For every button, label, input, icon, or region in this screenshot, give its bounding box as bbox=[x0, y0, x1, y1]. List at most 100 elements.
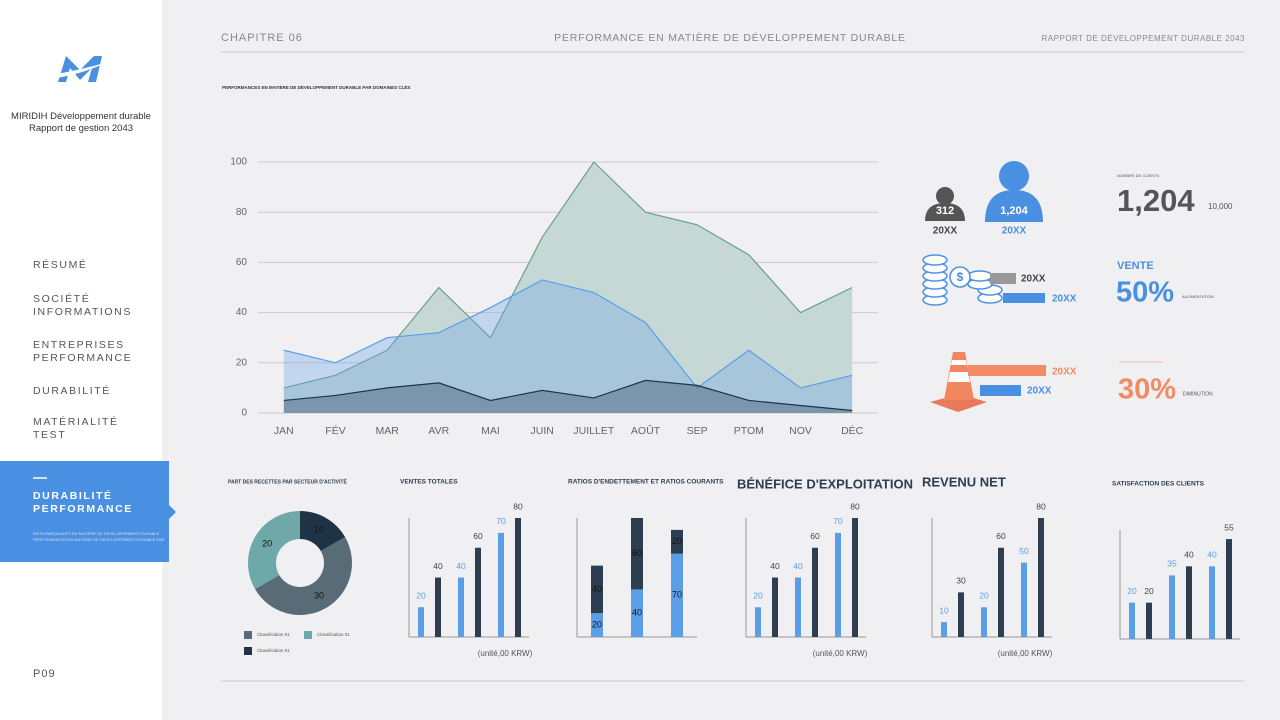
header-title: PERFORMANCE EN MATIÈRE DE DÉVELOPPEMENT … bbox=[554, 32, 906, 44]
data-label: 40 bbox=[770, 561, 780, 571]
users-large: 1,204 bbox=[1000, 205, 1028, 217]
data-label: 30 bbox=[956, 576, 966, 586]
header-report: RAPPORT DE DÉVELOPPEMENT DURABLE 2043 bbox=[1041, 34, 1245, 43]
cone-icon bbox=[930, 352, 987, 412]
data-label: 20 bbox=[1127, 586, 1137, 596]
area-fill bbox=[283, 279, 853, 413]
unit-note: (unité,00 KRW) bbox=[998, 649, 1053, 658]
coins-bar-a bbox=[990, 273, 1016, 284]
bar bbox=[835, 532, 841, 637]
decrease-note: DIMINUTION bbox=[1183, 391, 1213, 397]
year: 20XX bbox=[1002, 226, 1027, 237]
chapter: CHAPITRE 06 bbox=[221, 32, 303, 44]
active-note: FAITS MARQUANTS EN MATIÈRE DE DÉVELOPPEM… bbox=[33, 531, 165, 542]
year: 20XX bbox=[1052, 367, 1077, 378]
bar bbox=[852, 518, 858, 637]
nav-item[interactable]: ENTREPRISES PERFORMANCE bbox=[33, 339, 133, 364]
area-line bbox=[283, 279, 853, 389]
clients-title: NOMBRE DE CLIENTS bbox=[1117, 173, 1160, 178]
year: 20XX bbox=[1027, 386, 1052, 397]
data-label: 20 bbox=[1144, 586, 1154, 596]
chart-title: RATIOS D'ENDETTEMENT ET RATIOS COURANTS bbox=[568, 479, 724, 486]
x-tick-label: PTOM bbox=[734, 425, 764, 437]
x-tick-label: FÉV bbox=[325, 424, 345, 437]
page-number: P09 bbox=[33, 668, 56, 680]
data-label: 40 bbox=[433, 561, 443, 571]
year: 20XX bbox=[933, 226, 958, 237]
bar-segment bbox=[591, 565, 603, 614]
unit-note: (unité,00 KRW) bbox=[813, 649, 868, 658]
clients-value: 1,204 bbox=[1117, 183, 1195, 218]
x-tick-label: NOV bbox=[789, 425, 812, 437]
x-tick-label: MAI bbox=[481, 425, 500, 437]
data-label: 20 bbox=[753, 591, 763, 601]
area-line bbox=[283, 161, 853, 389]
data-label: 80 bbox=[513, 501, 523, 511]
person-icon-large bbox=[985, 161, 1043, 222]
sales-note: AUGMENTATION bbox=[1182, 294, 1214, 299]
data-label: 60 bbox=[473, 531, 483, 541]
chart-title: BÉNÉFICE D'EXPLOITATION bbox=[737, 476, 913, 491]
chart-title: SATISFACTION DES CLIENTS bbox=[1112, 481, 1205, 488]
data-label: 20 bbox=[672, 536, 682, 546]
bar-segment bbox=[591, 613, 603, 637]
decrease-value: 30% bbox=[1118, 374, 1176, 406]
logo bbox=[56, 56, 108, 82]
legend-label: Classification 01 bbox=[257, 648, 290, 653]
data-label: 55 bbox=[1224, 522, 1234, 532]
chart-title: PART DES RECETTES PAR SECTEUR D'ACTIVITÉ bbox=[228, 477, 347, 485]
nav-item[interactable]: MATÉRIALITÉ TEST bbox=[33, 416, 119, 441]
sidebar bbox=[0, 0, 162, 720]
unit-note: (unité,00 KRW) bbox=[478, 649, 533, 658]
x-tick-label: JUIN bbox=[530, 425, 553, 437]
tab-arrow bbox=[169, 505, 176, 519]
data-label: 80 bbox=[850, 501, 860, 511]
data-label: 70 bbox=[672, 590, 682, 600]
bar bbox=[435, 577, 441, 637]
data-label: 80 bbox=[1036, 501, 1046, 511]
nav-item[interactable]: DURABILITÉ bbox=[33, 385, 111, 397]
bar bbox=[475, 547, 481, 637]
data-label: 10 bbox=[314, 524, 324, 534]
nav-item[interactable]: RÉSUMÉ bbox=[33, 259, 88, 271]
y-tick-label: 40 bbox=[236, 307, 248, 318]
data-label: 60 bbox=[996, 531, 1006, 541]
bar-segment bbox=[671, 553, 683, 637]
bar bbox=[812, 547, 818, 637]
y-tick-label: 60 bbox=[236, 257, 248, 268]
chart-title: PERFORMANCES EN MATIÈRE DE DÉVELOPPEMENT… bbox=[222, 83, 410, 90]
active-tab[interactable] bbox=[0, 461, 169, 562]
bar-segment bbox=[631, 589, 643, 637]
clients-target: 10,000 bbox=[1208, 202, 1233, 211]
x-tick-label: AOÛT bbox=[631, 424, 661, 437]
data-label: 35 bbox=[1167, 559, 1177, 569]
bar bbox=[1169, 575, 1175, 639]
bar bbox=[795, 577, 801, 637]
x-tick-label: JUILLET bbox=[573, 425, 614, 437]
sales-title: VENTE bbox=[1117, 260, 1154, 272]
bar bbox=[1209, 566, 1215, 639]
data-label: 70 bbox=[496, 516, 506, 526]
bar bbox=[1129, 602, 1135, 639]
bar bbox=[515, 518, 521, 637]
data-label: 40 bbox=[456, 561, 466, 571]
nav-active[interactable]: DURABILITÉ PERFORMANCE bbox=[33, 490, 133, 515]
x-tick-label: DÉC bbox=[841, 424, 864, 437]
chart-title: REVENU NET bbox=[922, 474, 1006, 489]
y-tick-label: 100 bbox=[230, 157, 247, 168]
data-label: 60 bbox=[810, 531, 820, 541]
chart-title: VENTES TOTALES bbox=[400, 479, 458, 486]
year: 20XX bbox=[1021, 274, 1046, 285]
sales-value: 50% bbox=[1116, 277, 1174, 309]
data-label: 40 bbox=[632, 608, 642, 618]
legend-swatch bbox=[304, 631, 312, 639]
nav-item[interactable]: SOCIÉTÉ INFORMATIONS bbox=[33, 293, 132, 318]
year: 20XX bbox=[1052, 294, 1077, 305]
bar bbox=[1146, 602, 1152, 639]
infographic-text: 312 1,204 20XX 20XX NOMBRE DE CLIENTS 1,… bbox=[933, 173, 1233, 406]
area-line bbox=[283, 379, 853, 412]
y-tick-label: 80 bbox=[236, 207, 248, 218]
data-label: 40 bbox=[592, 584, 602, 594]
bar bbox=[1186, 566, 1192, 639]
